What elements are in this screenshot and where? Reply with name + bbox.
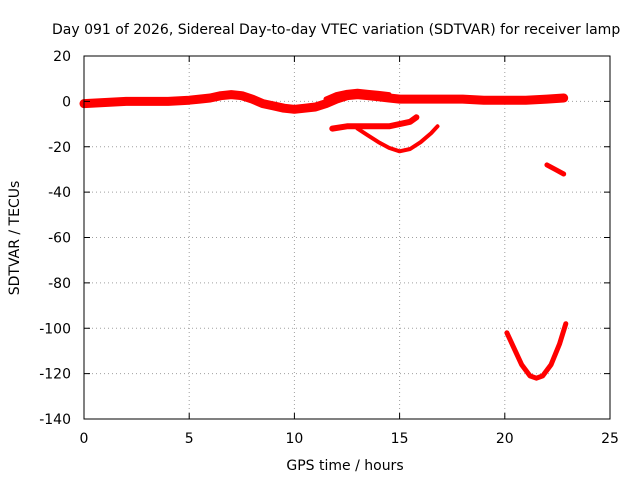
series-line-4 (544, 162, 567, 177)
series-line-2 (329, 114, 420, 132)
x-tick-label-1: 5 (185, 431, 194, 447)
x-axis-ticks: 0 5 10 15 20 25 (80, 56, 619, 447)
y-tick-label-4: -60 (48, 231, 71, 247)
series-line-1 (323, 88, 392, 102)
x-tick-label-3: 15 (391, 431, 409, 447)
series-line-3 (355, 124, 440, 154)
y-tick-label-5: -40 (48, 185, 71, 201)
data-series (79, 88, 569, 381)
chart-title: Day 091 of 2026, Sidereal Day-to-day VTE… (52, 22, 620, 38)
y-tick-label-0: -140 (39, 412, 71, 428)
y-axis-ticks: -140 -120 -100 -80 -60 -40 -20 0 20 (39, 49, 610, 428)
series-line-5 (504, 321, 569, 381)
y-tick-label-3: -80 (48, 276, 71, 292)
series-line-0 (79, 90, 569, 114)
y-tick-label-6: -20 (48, 140, 71, 156)
x-axis-label: GPS time / hours (286, 458, 403, 474)
plot-frame (83, 55, 611, 420)
y-tick-label-2: -100 (39, 321, 71, 337)
x-tick-label-5: 25 (601, 431, 619, 447)
y-axis-label: SDTVAR / TECUs (7, 181, 23, 296)
x-tick-label-4: 20 (496, 431, 514, 447)
y-tick-label-1: -120 (39, 367, 71, 383)
y-tick-label-7: 0 (62, 94, 71, 110)
x-tick-label-0: 0 (80, 431, 89, 447)
x-tick-label-2: 10 (285, 431, 303, 447)
y-tick-label-8: 20 (53, 49, 71, 65)
grid (84, 56, 610, 419)
